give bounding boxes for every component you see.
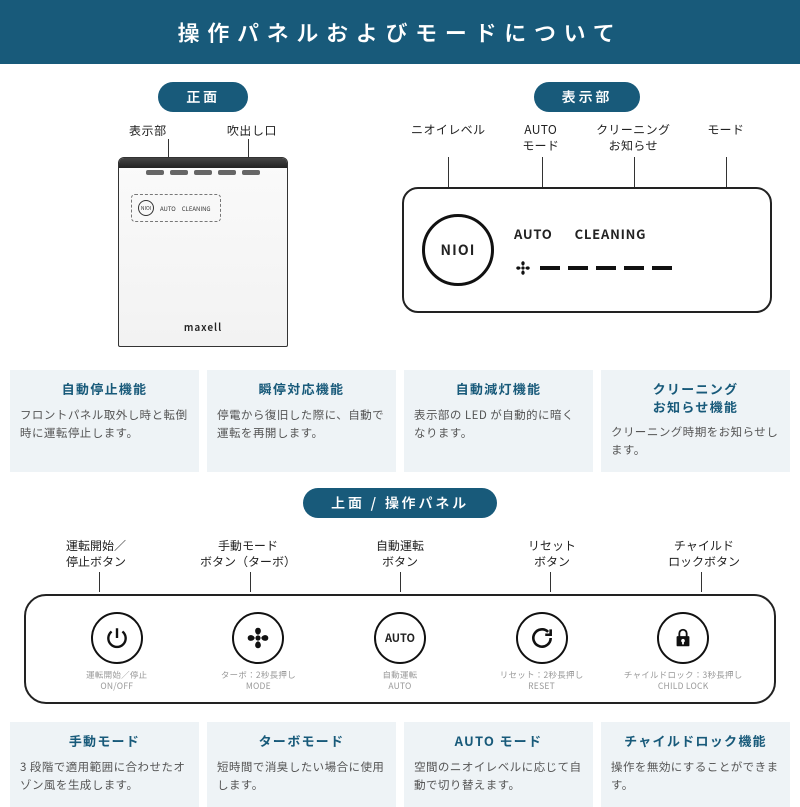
features-top: 自動停止機能 フロントパネル取外し時と転倒時に運転停止します。 瞬停対応機能 停…: [0, 360, 800, 472]
device-illustration: NIOI AUTO CLEANING maxell: [118, 157, 288, 347]
nioi-indicator: NIOI: [422, 214, 494, 286]
display-callout-labels: ニオイレベル AUTO モード クリーニング お知らせ モード: [402, 122, 772, 153]
front-callout-labels: 表示部 吹出し口: [48, 122, 358, 139]
features-bottom: 手動モード 3 段階で適用範囲に合わせたオゾン風を生成します。 ターボモード 短…: [0, 712, 800, 806]
front-pill: 正面: [158, 82, 248, 112]
front-column: 正面 表示部 吹出し口 NIOI AUTO CLEANING maxell: [28, 82, 378, 352]
label-outlet: 吹出し口: [227, 122, 277, 139]
lock-icon: [657, 612, 709, 664]
top-row: 正面 表示部 吹出し口 NIOI AUTO CLEANING maxell 表示…: [0, 64, 800, 360]
label-auto-button: 自動運転 ボタン: [328, 538, 472, 570]
label-cleaning-notice: クリーニング お知らせ: [587, 122, 680, 153]
feature-cleaning-notice: クリーニング お知らせ機能 クリーニング時期をお知らせします。: [601, 370, 790, 472]
mode-button[interactable]: ターボ：2秒長押しMODE: [188, 612, 330, 692]
display-column: 表示部 ニオイレベル AUTO モード クリーニング お知らせ モード NIOI…: [402, 82, 772, 352]
feature-auto-mode: AUTO モード 空間のニオイレベルに応じて自動で切り替えます。: [404, 722, 593, 806]
feature-power-resume: 瞬停対応機能 停電から復旧した際に、自動で運転を再開します。: [207, 370, 396, 472]
power-icon: [91, 612, 143, 664]
fan-icon: [514, 259, 532, 277]
label-auto-mode: AUTO モード: [495, 122, 588, 153]
feature-auto-dim: 自動減灯機能 表示部の LED が自動的に暗くなります。: [404, 370, 593, 472]
auto-button[interactable]: AUTO 自動運転AUTO: [329, 612, 471, 692]
control-pill: 上面 / 操作パネル: [303, 488, 497, 518]
display-pill: 表示部: [534, 82, 640, 112]
feature-auto-stop: 自動停止機能 フロントパネル取外し時と転倒時に運転停止します。: [10, 370, 199, 472]
label-lock-button: チャイルド ロックボタン: [632, 538, 776, 570]
page-title: 操作パネルおよびモードについて: [0, 0, 800, 64]
cleaning-text: CLEANING: [575, 224, 647, 243]
label-display: 表示部: [129, 122, 167, 139]
label-power-button: 運転開始／ 停止ボタン: [24, 538, 168, 570]
label-reset-button: リセット ボタン: [480, 538, 624, 570]
feature-manual-mode: 手動モード 3 段階で適用範囲に合わせたオゾン風を生成します。: [10, 722, 199, 806]
label-mode-button: 手動モード ボタン（ターボ）: [176, 538, 320, 570]
brand-logo: maxell: [119, 319, 287, 334]
mode-level-indicator: [514, 259, 752, 277]
reset-button[interactable]: リセット：2秒長押しRESET: [471, 612, 613, 692]
label-mode: モード: [680, 122, 773, 153]
display-panel: NIOI AUTO CLEANING: [402, 187, 772, 313]
auto-text-icon: AUTO: [374, 612, 426, 664]
power-button[interactable]: 運転開始／停止ON/OFF: [46, 612, 188, 692]
control-callout-labels: 運転開始／ 停止ボタン 手動モード ボタン（ターボ） 自動運転 ボタン リセット…: [24, 538, 776, 570]
child-lock-button[interactable]: チャイルドロック：3秒長押しCHILD LOCK: [612, 612, 754, 692]
label-nioi-level: ニオイレベル: [402, 122, 495, 153]
device-display-preview: NIOI AUTO CLEANING: [131, 194, 221, 222]
auto-text: AUTO: [514, 224, 553, 243]
fan-icon: [232, 612, 284, 664]
control-panel: 運転開始／停止ON/OFF ターボ：2秒長押しMODE AUTO 自動運転AUT…: [24, 594, 776, 704]
control-section: 上面 / 操作パネル 運転開始／ 停止ボタン 手動モード ボタン（ターボ） 自動…: [0, 472, 800, 712]
feature-child-lock: チャイルドロック機能 操作を無効にすることができます。: [601, 722, 790, 806]
reset-icon: [516, 612, 568, 664]
feature-turbo-mode: ターボモード 短時間で消臭したい場合に使用します。: [207, 722, 396, 806]
